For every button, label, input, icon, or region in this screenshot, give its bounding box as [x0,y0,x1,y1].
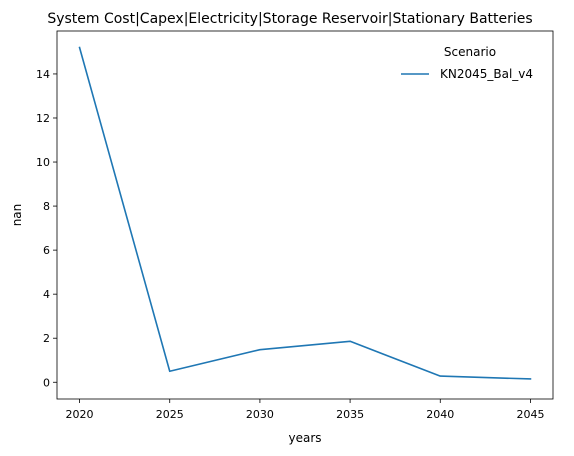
series-layer [78,46,532,380]
x-tick-label: 2035 [336,408,364,421]
x-tick-label: 2020 [66,408,94,421]
y-tick-label: 12 [36,112,50,125]
legend-title: Scenario [444,45,496,59]
y-tick-label: 10 [36,156,50,169]
legend-label: KN2045_Bal_v4 [440,67,533,81]
x-tick-label: 2045 [516,408,544,421]
x-tick-label: 2040 [426,408,454,421]
x-axis-label: years [288,431,321,445]
y-axis-ticks: 0 2 4 6 8 10 12 14 [36,68,57,389]
legend-items: KN2045_Bal_v4 [401,67,533,81]
y-tick-label: 8 [43,200,50,213]
y-tick-label: 14 [36,68,50,81]
plot-area [56,30,554,400]
x-axis-ticks: 2020 2025 2030 2035 2040 2045 [66,399,544,421]
legend: Scenario KN2045_Bal_v4 [401,45,533,81]
y-tick-label: 2 [43,332,50,345]
y-axis-label: nan [10,204,24,227]
plot-frame [56,30,554,400]
y-tick-label: 6 [43,244,50,257]
y-tick-label: 0 [43,376,50,389]
y-tick-label: 4 [43,288,50,301]
x-tick-label: 2025 [156,408,184,421]
x-tick-label: 2030 [246,408,274,421]
series-line-KN2045_Bal_v4 [78,46,532,380]
chart-title: System Cost|Capex|Electricity|Storage Re… [47,11,532,27]
